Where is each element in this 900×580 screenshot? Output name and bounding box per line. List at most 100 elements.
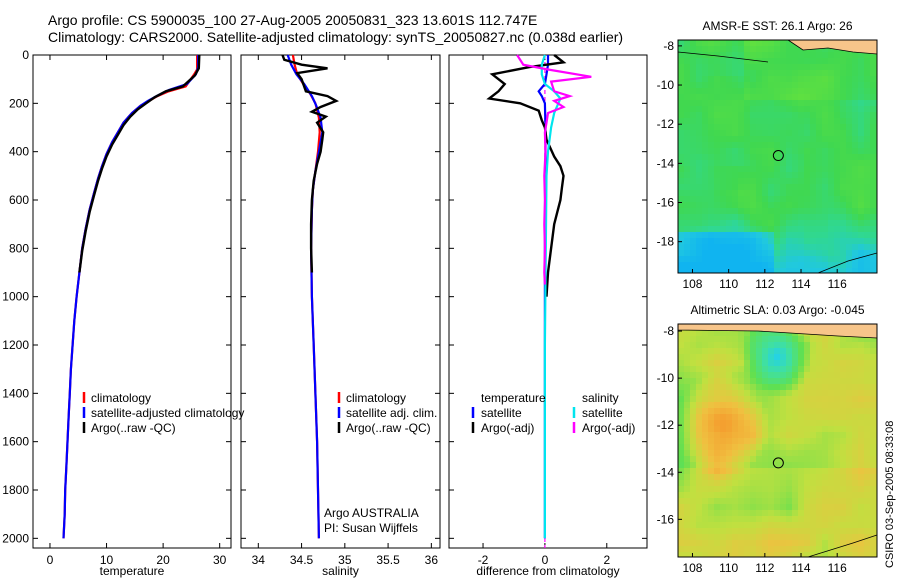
map-cell (786, 262, 792, 268)
map-cell (750, 256, 756, 262)
map-cell (786, 256, 792, 262)
map-cell (756, 124, 762, 130)
map-cell (858, 142, 864, 148)
map-cell (792, 522, 798, 528)
map-cell (708, 456, 714, 462)
map-cell (696, 70, 702, 76)
map-cell (852, 76, 858, 82)
map-cell (846, 154, 852, 160)
map-cell (750, 250, 756, 256)
map-cell (732, 214, 738, 220)
map-cell (708, 390, 714, 396)
map-cell (798, 172, 804, 178)
map-cell (816, 396, 822, 402)
map-cell (708, 232, 714, 238)
map-ytick-label: -12 (657, 418, 675, 432)
map-cell (684, 354, 690, 360)
map-cell (828, 540, 834, 546)
map-cell (708, 196, 714, 202)
map-cell (834, 208, 840, 214)
map-cell (786, 214, 792, 220)
map-cell (846, 414, 852, 420)
map-cell (690, 232, 696, 238)
map-cell (726, 172, 732, 178)
map-cell (870, 396, 876, 402)
map-cell (774, 384, 780, 390)
map-cell (798, 378, 804, 384)
map-cell (684, 106, 690, 112)
map-cell (798, 124, 804, 130)
map-cell (804, 546, 810, 552)
map-cell (678, 100, 684, 106)
map-cell (750, 396, 756, 402)
map-cell (684, 390, 690, 396)
map-cell (762, 64, 768, 70)
map-cell (756, 178, 762, 184)
diff-legend-label: satellite (582, 406, 623, 420)
map-cell (780, 444, 786, 450)
map-cell (744, 70, 750, 76)
map-cell (678, 492, 684, 498)
map-ytick-label: -16 (657, 196, 675, 210)
map-cell (780, 70, 786, 76)
map-cell (792, 88, 798, 94)
map-cell (786, 528, 792, 534)
map-cell (774, 82, 780, 88)
map-cell (684, 426, 690, 432)
map-cell (732, 112, 738, 118)
map-cell (744, 250, 750, 256)
map-cell (702, 366, 708, 372)
map-cell (858, 420, 864, 426)
map-cell (810, 384, 816, 390)
map-cell (852, 354, 858, 360)
map-cell (804, 396, 810, 402)
map-cell (714, 130, 720, 136)
map-cell (756, 354, 762, 360)
map-cell (738, 342, 744, 348)
map-cell (774, 40, 780, 46)
map-cell (864, 528, 870, 534)
side-timestamp-label: CSIRO 03-Sep-2005 08:33:08 (884, 420, 896, 568)
map-cell (690, 88, 696, 94)
map-cell (690, 342, 696, 348)
map-cell (774, 166, 780, 172)
map-cell (780, 510, 786, 516)
map-cell (762, 208, 768, 214)
map-cell (822, 342, 828, 348)
map-cell (744, 184, 750, 190)
map-cell (690, 522, 696, 528)
map-cell (780, 366, 786, 372)
map-cell (684, 196, 690, 202)
map-cell (792, 366, 798, 372)
map-cell (792, 118, 798, 124)
map-cell (804, 112, 810, 118)
map-cell (858, 58, 864, 64)
map-cell (786, 268, 792, 273)
map-cell (810, 528, 816, 534)
map-cell (702, 256, 708, 262)
map-cell (720, 100, 726, 106)
map-cell (732, 238, 738, 244)
map-cell (852, 172, 858, 178)
map-cell (744, 492, 750, 498)
map-cell (732, 82, 738, 88)
map-cell (834, 480, 840, 486)
map-cell (732, 136, 738, 142)
map-cell (822, 142, 828, 148)
map-cell (774, 552, 780, 557)
map-cell (708, 426, 714, 432)
map-cell (684, 40, 690, 46)
map-cell (678, 330, 684, 336)
map-cell (684, 438, 690, 444)
temperature-panel-xtick-label: 20 (156, 553, 170, 567)
map-cell (798, 232, 804, 238)
map-cell (846, 390, 852, 396)
map-cell (774, 178, 780, 184)
map-cell (762, 58, 768, 64)
map-cell (726, 94, 732, 100)
map-cell (738, 420, 744, 426)
map-cell (708, 244, 714, 250)
map-cell (816, 504, 822, 510)
map-cell (810, 474, 816, 480)
map-cell (780, 348, 786, 354)
